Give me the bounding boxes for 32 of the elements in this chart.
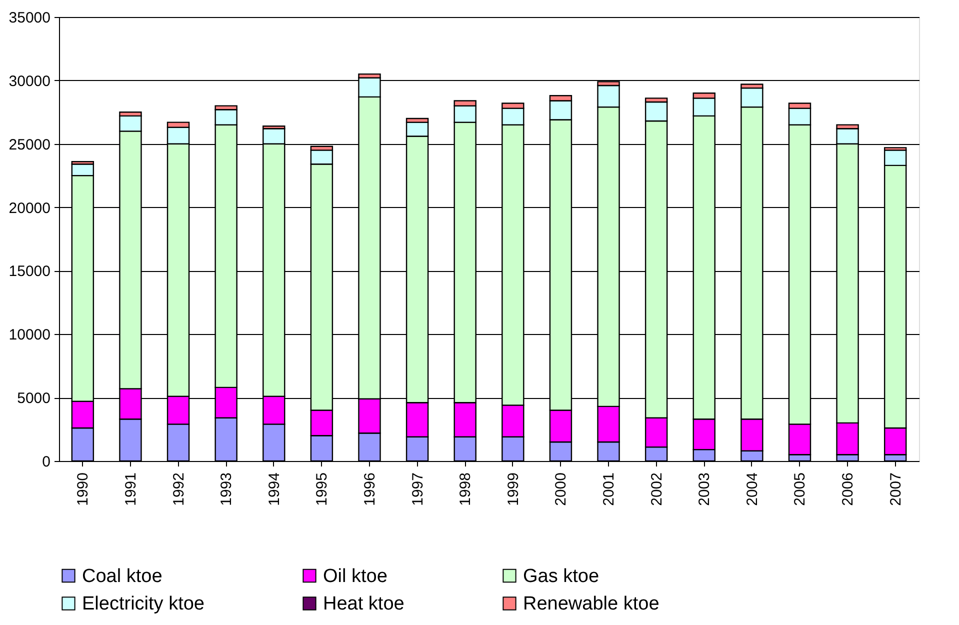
x-tick-label: 2002 (648, 472, 666, 506)
x-tick-label: 2005 (792, 472, 809, 506)
x-tick-label: 1995 (314, 472, 331, 506)
x-tick-label: 1996 (361, 472, 378, 506)
x-tick-label: 1994 (266, 472, 283, 506)
x-tick-label: 2006 (840, 472, 857, 506)
y-tick-label: 15000 (8, 263, 50, 280)
x-tick-label: 1990 (74, 472, 92, 506)
legend-label: Electricity ktoe (82, 594, 204, 614)
x-tick-label: 1999 (504, 472, 522, 506)
x-tick-label: 2007 (887, 472, 904, 506)
x-tick-label: 2003 (696, 472, 714, 506)
y-tick-label: 30000 (8, 72, 50, 90)
y-tick-label: 35000 (8, 10, 50, 26)
y-tick-label: 10000 (8, 326, 50, 344)
x-tick-label: 1993 (218, 472, 236, 506)
x-tick-label: 1997 (409, 472, 426, 506)
x-tick-label: 2000 (552, 472, 570, 506)
y-tick-label: 25000 (8, 136, 50, 154)
x-tick-label: 2004 (744, 472, 761, 506)
legend-label: Gas ktoe (523, 566, 600, 587)
y-tick-label: 5000 (17, 390, 50, 408)
x-tick-label: 1991 (122, 472, 140, 506)
x-tick-label: 2001 (600, 472, 618, 506)
y-tick-label: 0 (42, 454, 50, 470)
y-tick-label: 20000 (8, 200, 50, 217)
legend-label: Renewable ktoe (523, 594, 660, 614)
legend-label: Oil ktoe (323, 566, 388, 587)
x-tick-label: 1998 (457, 472, 474, 506)
legend-label: Heat ktoe (323, 594, 404, 614)
legend-label: Coal ktoe (82, 566, 162, 587)
x-tick-label: 1992 (170, 472, 188, 506)
